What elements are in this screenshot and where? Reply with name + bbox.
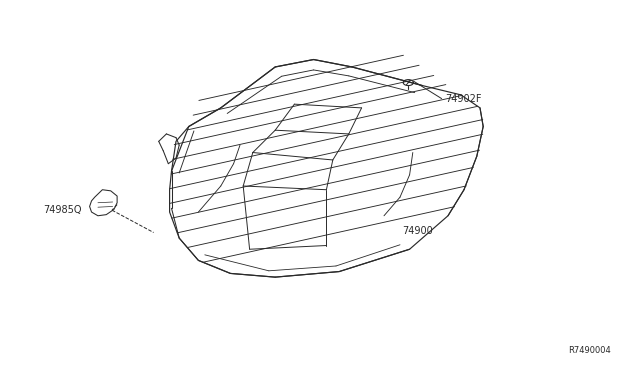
Text: 74902F: 74902F <box>445 94 481 103</box>
Text: 74900: 74900 <box>402 227 433 236</box>
Text: 74985Q: 74985Q <box>44 205 82 215</box>
Text: R7490004: R7490004 <box>568 346 611 355</box>
